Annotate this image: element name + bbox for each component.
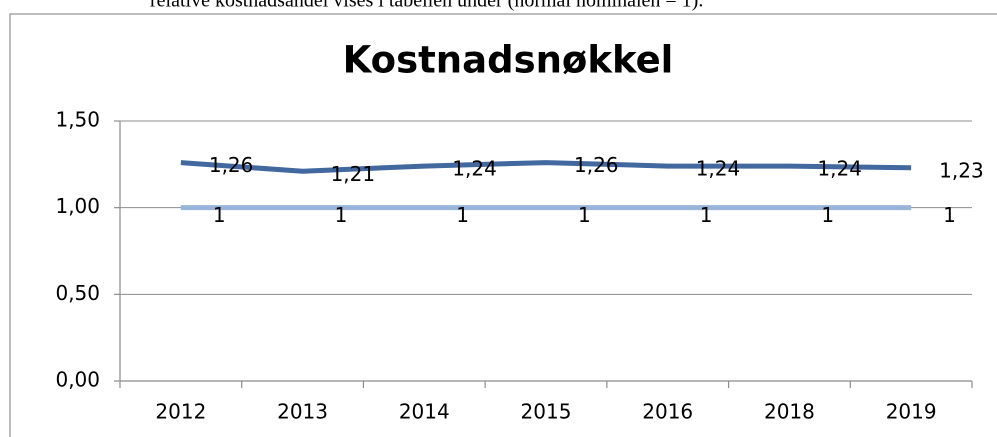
data-label: 1 xyxy=(943,203,956,227)
data-label: 1,24 xyxy=(696,157,741,181)
x-tick-label: 2014 xyxy=(399,400,450,424)
x-tick-label: 2016 xyxy=(642,400,693,424)
data-label: 1,26 xyxy=(209,153,254,177)
data-label: 1 xyxy=(578,203,591,227)
y-tick-label: 0,50 xyxy=(55,281,100,305)
x-tick-label: 2019 xyxy=(886,400,937,424)
data-label: 1,21 xyxy=(331,162,376,186)
data-label: 1 xyxy=(456,203,469,227)
y-tick-label: 1,00 xyxy=(55,194,100,218)
x-tick-label: 2018 xyxy=(764,400,815,424)
x-tick-label: 2015 xyxy=(521,400,572,424)
data-label: 1,23 xyxy=(939,158,984,182)
data-label: 1 xyxy=(213,203,226,227)
data-label: 1 xyxy=(700,203,713,227)
chart-frame xyxy=(9,13,997,437)
caption: relative kostnadsandel vises i tabellen … xyxy=(150,0,703,12)
series-line xyxy=(180,160,912,174)
data-label: 1,26 xyxy=(574,153,619,177)
data-label: 1,24 xyxy=(452,157,497,181)
data-label: 1,24 xyxy=(817,157,862,181)
y-tick-label: 1,50 xyxy=(55,108,100,132)
chart-title: Kostnadsnøkkel xyxy=(343,39,674,82)
x-tick-label: 2013 xyxy=(277,400,328,424)
x-tick-label: 2012 xyxy=(155,400,206,424)
data-label: 1 xyxy=(335,203,348,227)
y-tick-label: 0,00 xyxy=(55,368,100,392)
data-label: 1 xyxy=(821,203,834,227)
